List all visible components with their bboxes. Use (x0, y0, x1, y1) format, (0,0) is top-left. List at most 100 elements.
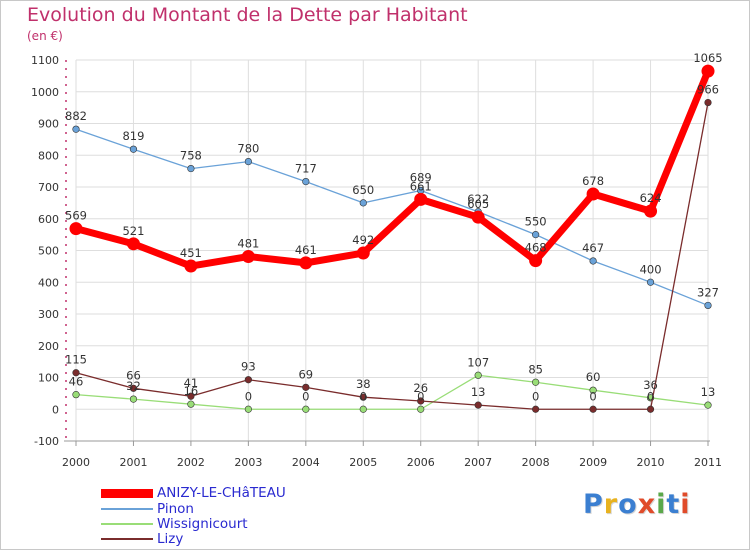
data-point-pinon (302, 178, 310, 186)
series-line-wissignicourt (75, 374, 709, 410)
data-label-anizy: 468 (525, 241, 547, 255)
data-label-anizy: 521 (122, 224, 144, 238)
x-tick-label: 2006 (407, 456, 435, 469)
data-point-anizy (126, 237, 140, 251)
data-label-pinon: 467 (582, 241, 604, 255)
x-tick-label: 2002 (177, 456, 205, 469)
legend-label-anizy: ANIZY-LE-CHâTEAU (157, 485, 286, 501)
legend-item-wissignicourt: Wissignicourt (101, 516, 248, 532)
chart-subtitle: (en €) (27, 29, 63, 43)
x-tick-label: 2011 (694, 456, 722, 469)
data-label-pinon: 882 (65, 109, 87, 123)
y-tick-label: 900 (38, 118, 59, 131)
data-label-pinon: 780 (237, 142, 259, 156)
data-label-anizy: 461 (295, 243, 317, 257)
data-label-lizy: 41 (184, 376, 199, 390)
data-label-lizy: 69 (298, 367, 313, 381)
data-label-pinon: 758 (180, 149, 202, 163)
legend-swatch-lizy (101, 538, 153, 540)
x-tick-label: 2008 (522, 456, 550, 469)
data-label-pinon: 717 (295, 162, 317, 176)
data-label-lizy: 93 (241, 360, 256, 374)
legend-item-lizy: Lizy (101, 531, 183, 547)
series-lines (69, 64, 715, 413)
data-point-lizy (129, 384, 138, 392)
data-label-pinon: 819 (122, 129, 144, 143)
logo-letter: i (656, 489, 667, 520)
y-tick-label: 1000 (31, 86, 59, 99)
data-point-pinon (532, 231, 540, 239)
data-point-pinon (187, 164, 195, 173)
data-point-pinon (589, 257, 597, 265)
data-point-wissignicourt (72, 391, 80, 399)
data-label-wissignicourt: 0 (417, 389, 424, 403)
legend-swatch-wissignicourt (101, 523, 153, 525)
data-label-wissignicourt: 32 (126, 379, 141, 393)
data-point-anizy (644, 204, 658, 218)
data-point-lizy (72, 369, 80, 377)
y-tick-label: 600 (38, 213, 59, 226)
x-tick-label: 2000 (62, 456, 90, 469)
data-label-wissignicourt: 107 (467, 355, 489, 369)
data-point-lizy (359, 393, 367, 401)
data-point-pinon (72, 125, 80, 133)
data-label-pinon: 550 (525, 215, 547, 229)
data-point-anizy (241, 250, 255, 264)
y-tick-label: 100 (38, 372, 59, 385)
series-line-lizy (75, 101, 709, 410)
y-tick-label: 700 (38, 181, 59, 194)
data-labels: 569 521 451 481 461 492 661 605 468 678 624 1065 882… (65, 51, 723, 403)
y-tick-label: -100 (34, 435, 59, 448)
data-label-lizy: 0 (589, 389, 596, 403)
data-label-anizy: 624 (640, 191, 662, 205)
data-point-pinon (646, 278, 655, 286)
data-label-wissignicourt: 36 (643, 378, 658, 392)
data-point-lizy (646, 405, 655, 413)
data-point-lizy (417, 397, 425, 405)
data-label-lizy: 966 (697, 83, 719, 97)
data-label-pinon: 622 (467, 192, 489, 206)
data-label-pinon: 650 (352, 183, 374, 197)
data-point-anizy (299, 256, 313, 270)
data-point-anizy (414, 192, 428, 206)
data-point-lizy (589, 405, 597, 413)
grid (75, 59, 709, 442)
legend-label-pinon: Pinon (157, 501, 194, 517)
data-label-anizy: 1065 (693, 51, 722, 65)
data-point-lizy (704, 98, 712, 107)
data-point-pinon (704, 301, 712, 310)
data-point-anizy (586, 187, 600, 201)
data-point-lizy (532, 405, 540, 413)
data-point-lizy (187, 392, 195, 400)
logo-letter: P (583, 489, 604, 520)
data-point-anizy (69, 222, 83, 236)
data-point-pinon (129, 145, 138, 153)
legend-swatch-pinon (101, 508, 153, 510)
data-point-anizy (471, 210, 485, 224)
data-label-pinon: 400 (640, 262, 662, 276)
data-label-lizy: 115 (65, 353, 87, 367)
x-tick-label: 2009 (579, 456, 607, 469)
y-tick-label: 800 (38, 149, 59, 162)
data-point-pinon (359, 199, 367, 207)
data-point-anizy (356, 246, 370, 260)
data-label-wissignicourt: 0 (302, 389, 309, 403)
x-tick-label: 2003 (234, 456, 262, 469)
chart-title: Evolution du Montant de la Dette par Hab… (27, 4, 468, 26)
data-point-wissignicourt (417, 405, 425, 413)
proxiti-logo: Proxiti (583, 489, 691, 520)
x-tick-label: 2004 (292, 456, 320, 469)
legend-label-lizy: Lizy (157, 531, 184, 547)
legend-label-wissignicourt: Wissignicourt (157, 516, 248, 532)
logo-letter: i (680, 489, 691, 520)
y-tick-label: 1100 (31, 54, 59, 67)
data-label-anizy: 605 (467, 197, 489, 211)
data-label-wissignicourt: 60 (586, 370, 601, 384)
data-label-lizy: 0 (647, 389, 654, 403)
data-point-wissignicourt (244, 405, 252, 413)
data-label-wissignicourt: 16 (184, 384, 199, 398)
legend-item-anizy: ANIZY-LE-CHâTEAU (101, 485, 286, 501)
data-point-wissignicourt (474, 371, 482, 379)
